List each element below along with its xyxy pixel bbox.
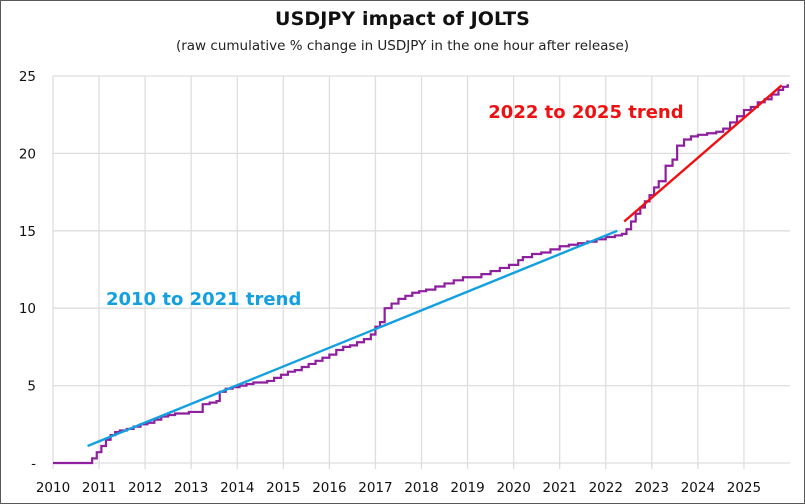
chart-title: USDJPY impact of JOLTS <box>275 8 530 30</box>
annotations: 2010 to 2021 trend 2022 to 2025 trend <box>106 102 684 310</box>
x-tick-label: 2013 <box>174 480 208 496</box>
x-tick-label: 2011 <box>82 480 116 496</box>
x-tick-label: 2010 <box>36 480 70 496</box>
x-axis-ticks: 2010 2011 2012 2013 2014 2015 2016 2017 2018 2019… <box>36 480 761 496</box>
gridlines <box>52 75 790 469</box>
x-tick-label: 2025 <box>727 480 761 496</box>
x-tick-label: 2016 <box>312 480 346 496</box>
y-axis-ticks: - 5 10 15 20 25 <box>19 69 36 472</box>
y-tick-label: - <box>31 456 36 472</box>
y-tick-label: 20 <box>19 146 36 162</box>
trend-2010-2021-line <box>87 229 618 448</box>
y-tick-label: 5 <box>27 379 36 395</box>
usdjpy-cumulative-line <box>53 84 789 465</box>
y-tick-label: 10 <box>19 301 36 317</box>
x-tick-label: 2024 <box>681 480 715 496</box>
y-tick-label: 15 <box>19 224 36 240</box>
x-tick-label: 2012 <box>128 480 162 496</box>
x-tick-label: 2014 <box>220 480 254 496</box>
series-layer <box>53 84 789 465</box>
y-tick-label: 25 <box>19 69 36 85</box>
x-tick-label: 2015 <box>266 480 300 496</box>
x-tick-label: 2021 <box>543 480 577 496</box>
chart-subtitle: (raw cumulative % change in USDJPY in th… <box>175 38 630 54</box>
x-tick-label: 2022 <box>589 480 623 496</box>
x-tick-label: 2019 <box>450 480 484 496</box>
x-tick-label: 2018 <box>404 480 438 496</box>
x-tick-label: 2017 <box>358 480 392 496</box>
trend-2022-2025-line <box>623 84 783 223</box>
annotation-2022-2025-trend: 2022 to 2025 trend <box>488 102 683 123</box>
x-tick-label: 2020 <box>496 480 530 496</box>
annotation-2010-2021-trend: 2010 to 2021 trend <box>106 289 301 310</box>
x-tick-label: 2023 <box>635 480 669 496</box>
